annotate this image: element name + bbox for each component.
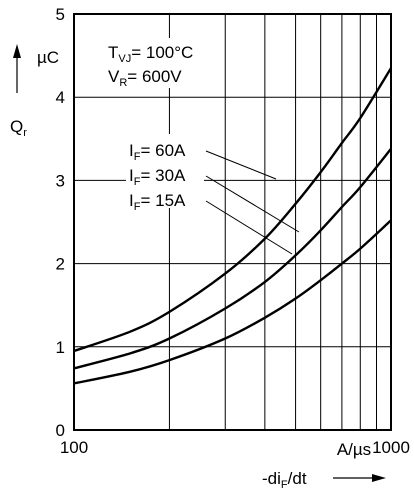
- leader-line-30a: [205, 175, 300, 233]
- series-label-30a: IF= 30A: [129, 166, 186, 188]
- x-tick-label-1000: 1000: [372, 438, 410, 457]
- series-labels-background: [126, 134, 204, 208]
- series-label-30a-value: = 30A: [140, 166, 186, 185]
- x-axis-label: -diF/dt: [262, 469, 307, 491]
- y-unit-label: µC: [37, 48, 59, 67]
- conditions-background: [105, 38, 223, 88]
- x-axis-label-sub: F: [281, 479, 288, 491]
- condition-tvj-sub: VJ: [118, 53, 131, 65]
- condition-vr-value: = 600V: [127, 67, 182, 86]
- series-label-30a-sub: F: [134, 176, 141, 188]
- y-tick-label-0: 0: [56, 421, 65, 440]
- x-axis-arrow: [333, 474, 386, 482]
- condition-tvj-main: T: [108, 43, 118, 62]
- x-tick-label-100: 100: [60, 438, 88, 457]
- y-axis-label-main: Q: [10, 117, 23, 136]
- leader-line-60a: [205, 150, 277, 180]
- y-tick-label-1: 1: [56, 338, 65, 357]
- series-label-60a-sub: F: [134, 151, 141, 163]
- series-label-15a-main: I: [129, 191, 134, 210]
- condition-vr-main: V: [108, 67, 120, 86]
- condition-tvj: TVJ= 100°C: [108, 43, 193, 65]
- series-line-30a: [73, 148, 392, 370]
- y-tick-label-5: 5: [56, 5, 65, 24]
- leader-line-15a: [205, 200, 293, 255]
- series-label-15a-value: = 15A: [140, 191, 186, 210]
- series-label-15a-sub: F: [134, 201, 141, 213]
- y-tick-labels: 0 1 2 3 4 5: [56, 5, 65, 440]
- series-line-15a: [73, 219, 392, 385]
- x-unit-label: A/µs: [337, 440, 371, 459]
- y-tick-label-2: 2: [56, 255, 65, 274]
- y-axis-label: Qr: [10, 117, 27, 139]
- series-line-60a: [73, 67, 393, 353]
- curves: [73, 67, 393, 385]
- x-axis-label-pre: -di: [262, 469, 281, 488]
- x-axis-arrow-head: [372, 474, 386, 482]
- y-tick-label-3: 3: [56, 171, 65, 190]
- condition-vr: VR= 600V: [108, 67, 182, 89]
- x-axis-label-post: /dt: [288, 469, 307, 488]
- condition-vr-sub: R: [119, 77, 127, 89]
- series-label-60a-main: I: [129, 141, 134, 160]
- series-label-60a-value: = 60A: [140, 141, 186, 160]
- y-axis-arrow-head: [13, 44, 21, 58]
- y-axis-arrow: [13, 44, 21, 93]
- series-label-15a: IF= 15A: [129, 191, 186, 213]
- plot-frame: [73, 13, 392, 431]
- y-tick-label-4: 4: [56, 88, 65, 107]
- series-label-60a: IF= 60A: [129, 141, 186, 163]
- condition-tvj-value: = 100°C: [131, 43, 193, 62]
- series-label-30a-main: I: [129, 166, 134, 185]
- series-leader-lines: [205, 150, 300, 255]
- y-axis-label-sub: r: [23, 127, 27, 139]
